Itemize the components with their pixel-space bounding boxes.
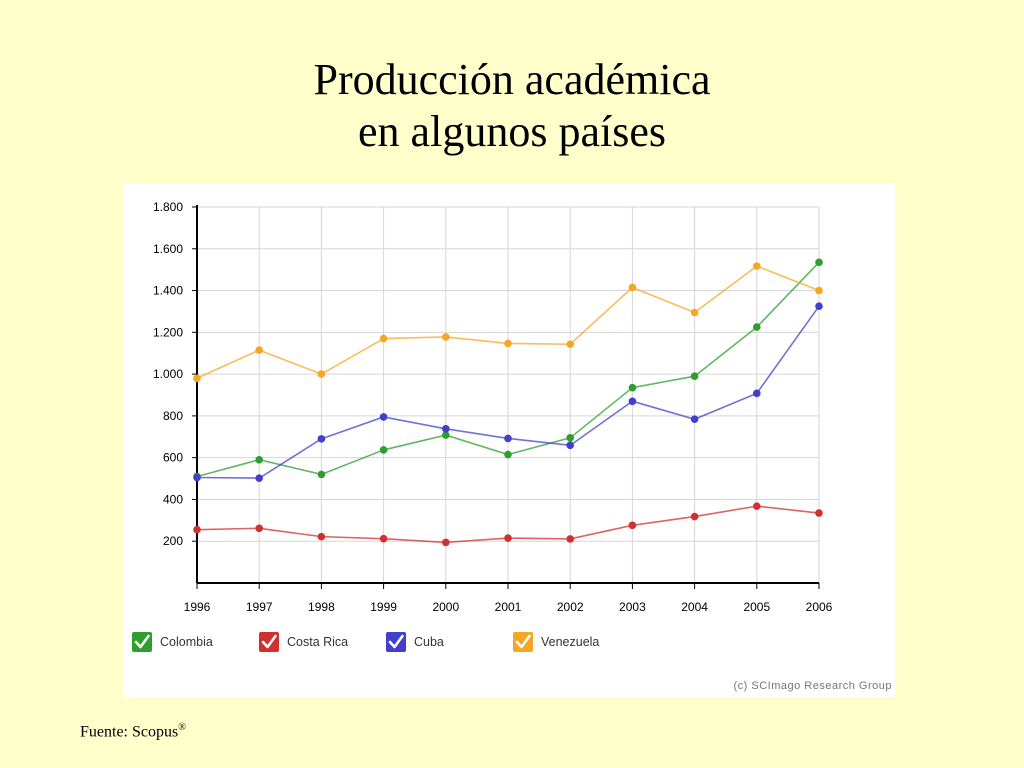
data-point-venezuela	[566, 340, 574, 349]
data-point-costa-rica	[317, 532, 326, 541]
data-point-cuba	[753, 389, 761, 398]
data-point-venezuela	[753, 262, 761, 270]
x-tick-label: 1999	[370, 600, 397, 614]
data-point-costa-rica	[193, 525, 201, 534]
registered-mark: ®	[178, 722, 186, 733]
data-point-costa-rica	[628, 521, 637, 530]
x-tick-label: 2006	[806, 600, 833, 614]
y-tick-label: 200	[163, 534, 183, 548]
data-point-costa-rica	[753, 502, 761, 510]
data-point-venezuela	[379, 334, 388, 343]
legend-label: Cuba	[414, 635, 444, 649]
data-point-cuba	[690, 415, 699, 424]
data-point-cuba	[504, 434, 512, 443]
x-tick-label: 1998	[308, 600, 335, 614]
data-point-colombia	[504, 450, 512, 459]
data-point-costa-rica	[255, 524, 263, 533]
x-tick-label: 2004	[681, 600, 708, 614]
data-point-venezuela	[815, 286, 823, 295]
data-point-venezuela	[317, 370, 326, 378]
data-point-colombia	[442, 431, 450, 439]
data-point-venezuela	[193, 374, 201, 383]
chart-credit: (c) SCImago Research Group	[733, 680, 892, 692]
checkbox-icon[interactable]	[513, 632, 533, 652]
data-point-cuba	[193, 473, 201, 482]
y-tick-label: 1.000	[153, 367, 183, 381]
data-point-costa-rica	[504, 534, 512, 542]
y-tick-label: 1.200	[153, 325, 183, 339]
data-point-costa-rica	[442, 538, 450, 547]
data-point-colombia	[753, 323, 761, 331]
data-point-colombia	[628, 383, 637, 392]
data-point-costa-rica	[690, 512, 699, 521]
y-tick-label: 600	[163, 451, 183, 465]
data-point-cuba	[628, 397, 637, 406]
data-point-colombia	[379, 446, 388, 454]
y-tick-label: 400	[163, 492, 183, 506]
y-tick-label: 1.400	[153, 284, 183, 298]
data-point-venezuela	[690, 308, 699, 317]
title-line-1: Producción académica	[313, 55, 711, 104]
data-point-venezuela	[442, 333, 450, 341]
data-point-colombia	[690, 372, 699, 380]
y-tick-label: 1.600	[153, 242, 183, 256]
checkbox-icon[interactable]	[386, 632, 406, 652]
chart-panel: 200 400 600 800 1.000 1.200 1.400 1.600 1.800 199…	[123, 183, 895, 697]
data-point-cuba	[815, 302, 823, 311]
legend-label: Colombia	[160, 635, 213, 649]
x-tick-label: 1996	[184, 600, 211, 614]
data-point-venezuela	[504, 339, 512, 348]
checkbox-icon[interactable]	[259, 632, 279, 652]
data-point-colombia	[815, 258, 823, 267]
data-point-costa-rica	[379, 534, 388, 543]
title-line-2: en algunos países	[358, 107, 666, 156]
slide-title: Producción académica en algunos países	[0, 54, 1024, 158]
checkbox-icon[interactable]	[132, 632, 152, 652]
data-point-colombia	[317, 470, 326, 479]
data-point-venezuela	[255, 346, 263, 354]
data-point-costa-rica	[566, 535, 574, 543]
x-tick-label: 2001	[495, 600, 522, 614]
data-point-venezuela	[628, 283, 637, 292]
x-tick-label: 2005	[743, 600, 770, 614]
data-point-colombia	[255, 455, 263, 464]
x-tick-label: 1997	[246, 600, 273, 614]
data-point-colombia	[566, 434, 574, 442]
data-point-costa-rica	[815, 509, 823, 517]
x-tick-label: 2000	[432, 600, 459, 614]
x-tick-label: 2002	[557, 600, 584, 614]
y-tick-label: 800	[163, 409, 183, 423]
source-note: Fuente: Scopus®	[80, 722, 186, 741]
legend-label: Venezuela	[541, 635, 600, 649]
data-point-cuba	[442, 425, 450, 433]
data-point-cuba	[317, 435, 326, 443]
legend-label: Costa Rica	[287, 635, 349, 649]
source-label: Fuente: Scopus	[80, 723, 179, 741]
data-point-cuba	[379, 413, 388, 421]
data-point-cuba	[255, 474, 263, 482]
data-point-cuba	[566, 441, 574, 450]
x-tick-label: 2003	[619, 600, 646, 614]
line-chart: 200 400 600 800 1.000 1.200 1.400 1.600 1.800 199…	[153, 200, 833, 614]
y-tick-label: 1.800	[153, 200, 183, 214]
